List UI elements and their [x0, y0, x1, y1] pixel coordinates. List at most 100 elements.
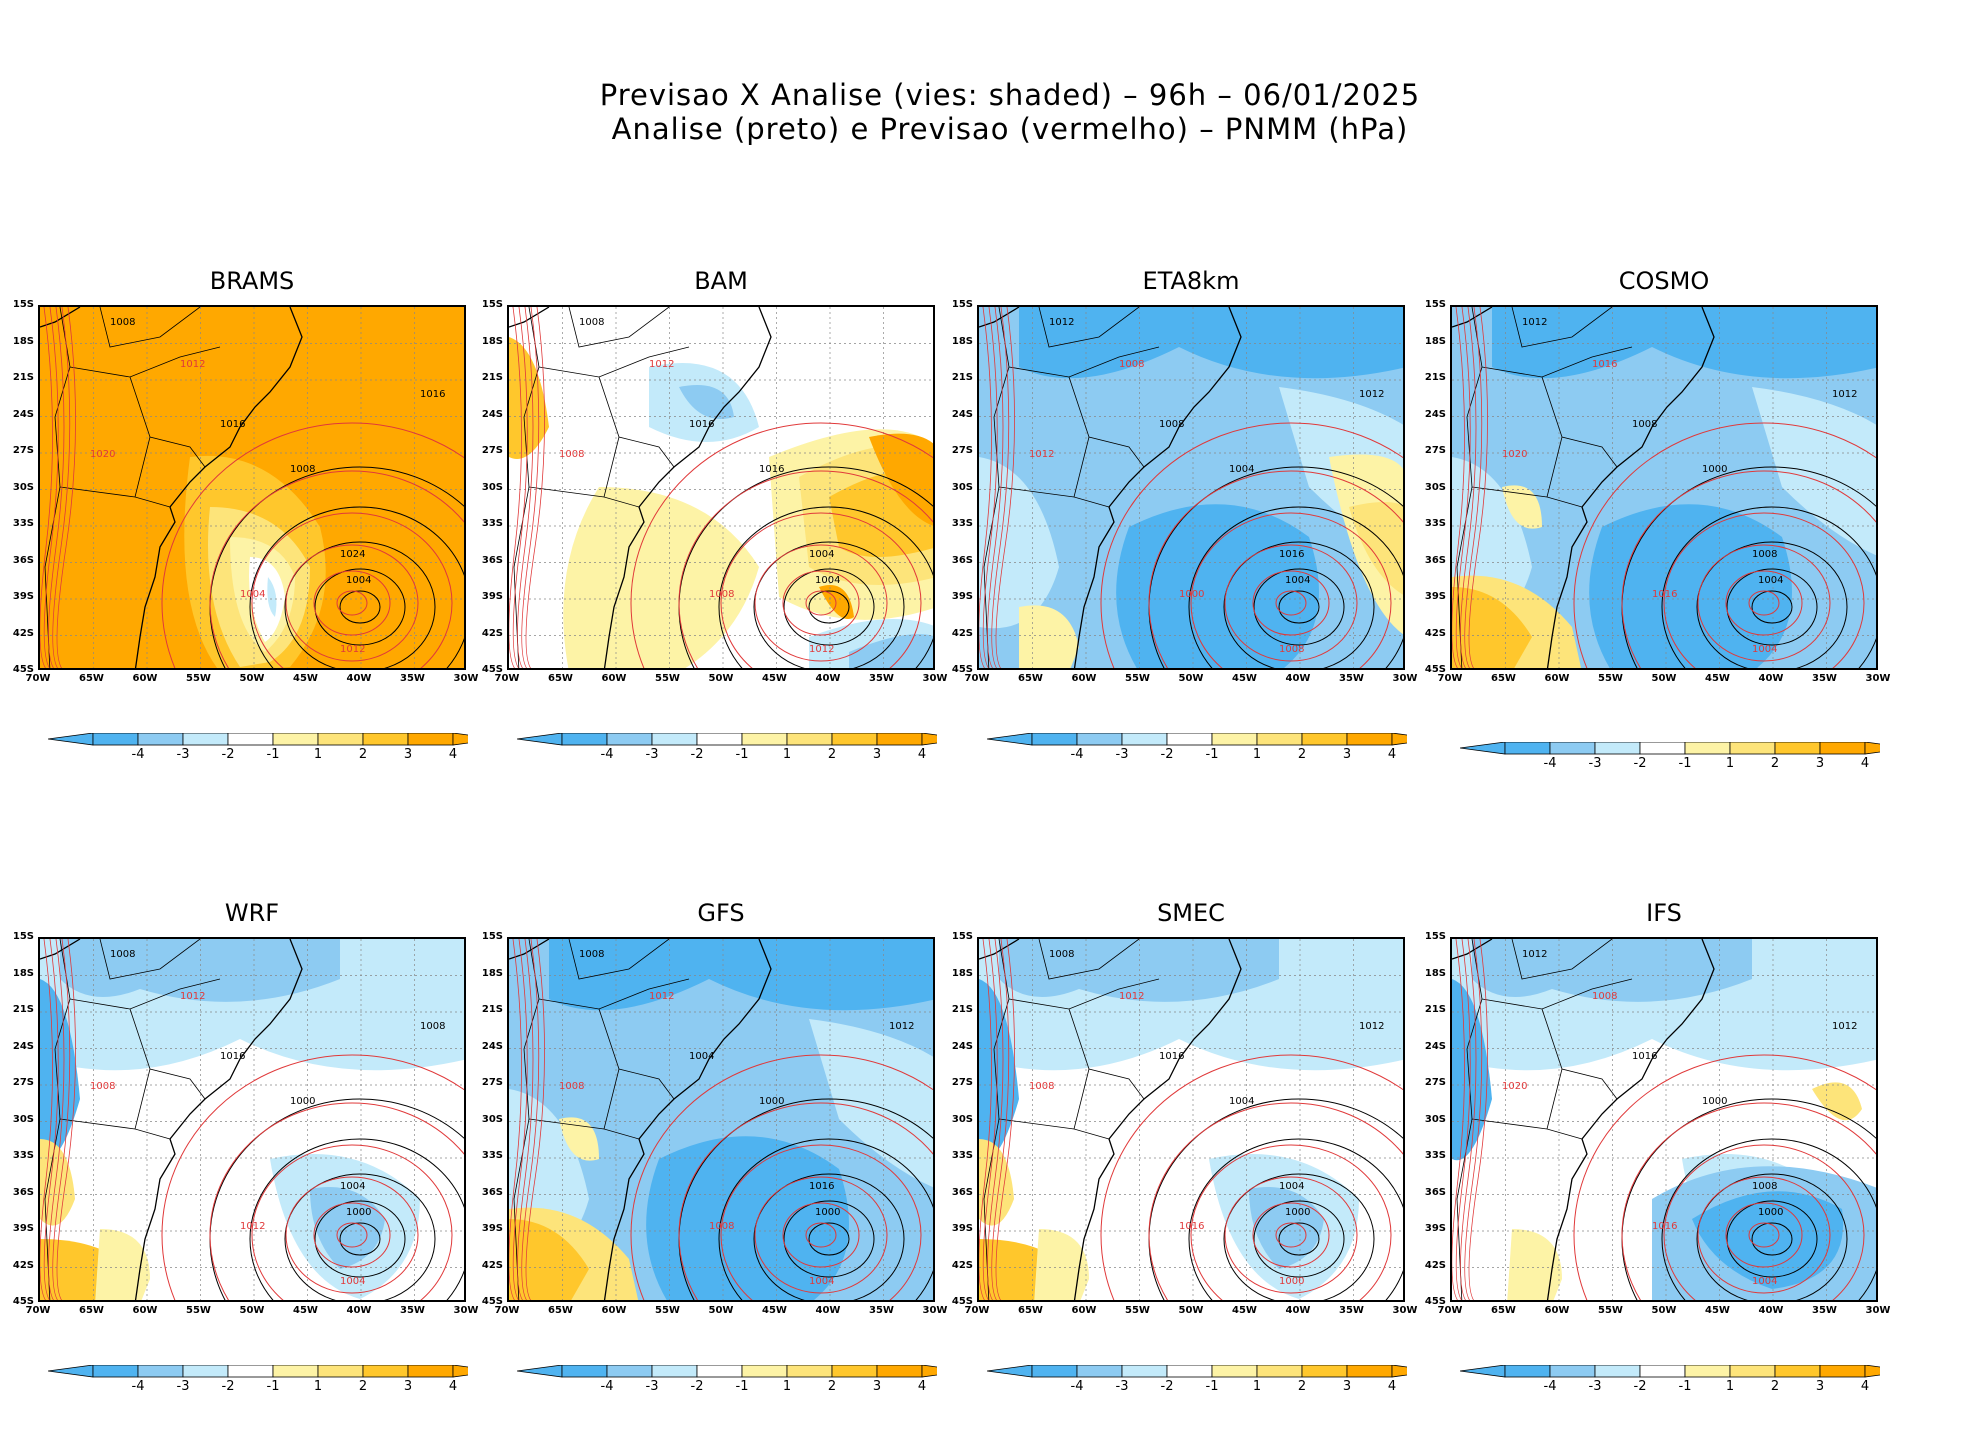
colorbar-arrow-right — [921, 1365, 937, 1378]
longitude-label: 65W — [79, 673, 104, 684]
latitude-label: 42S — [481, 1259, 503, 1271]
latitude-label: 27S — [481, 1077, 503, 1088]
bias-shading — [979, 1139, 1014, 1226]
latitude-label: 18S — [951, 335, 973, 347]
bias-shading — [646, 1136, 849, 1300]
latitude-label: 42S — [12, 1259, 34, 1271]
latitude-label: 45S — [12, 664, 34, 675]
colorbar-label: 4 — [917, 747, 927, 762]
longitude-label: 35W — [869, 1305, 894, 1316]
analysis-isobar — [1223, 1173, 1375, 1300]
analysis-isobar — [284, 1173, 436, 1300]
colorbar-segment — [1211, 1365, 1258, 1378]
isobar-label: 1004 — [809, 549, 834, 560]
longitude-label: 45W — [1232, 1305, 1257, 1316]
low-center-label: 1000 — [1758, 1207, 1783, 1218]
bias-shading — [1502, 485, 1542, 529]
colorbar-label: 1 — [313, 747, 323, 762]
longitude-label: 45W — [293, 1305, 318, 1316]
country-borders — [983, 939, 1160, 1300]
longitude-label: 35W — [400, 673, 425, 684]
analysis-isobar — [1278, 590, 1320, 624]
latitude-label: 24S — [1424, 408, 1446, 420]
longitude-label: 35W — [1812, 1305, 1837, 1316]
forecast-isobar — [630, 1054, 933, 1300]
map-canvas: 1012 1016 1008 1020 1008 1004 1000 1016 1012 1004 — [1452, 307, 1876, 668]
bias-shading — [40, 979, 80, 1161]
latitude-label: 24S — [951, 408, 973, 420]
latitude-label: 18S — [951, 967, 973, 979]
colorbar-label: 1 — [782, 747, 792, 762]
isobar-label: 1008 — [1752, 1181, 1777, 1192]
isobar-label: 1012 — [180, 991, 205, 1002]
longitude-label: 65W — [1018, 673, 1043, 684]
isobar-label: 1008 — [1279, 644, 1304, 655]
isobar-label: 1000 — [1702, 1096, 1727, 1107]
isobar-label: 1012 — [809, 644, 834, 655]
isobar-label: 1016 — [1652, 1221, 1677, 1232]
latitude-label: 33S — [1424, 518, 1446, 529]
forecast-isobar — [782, 570, 860, 636]
isobar-label: 1000 — [290, 1096, 315, 1107]
bias-shading — [869, 433, 933, 526]
longitude-label: 45W — [1232, 673, 1257, 684]
colorbar — [48, 733, 468, 746]
longitude-label: 50W — [708, 673, 734, 684]
latitude-label: 27S — [1424, 1077, 1446, 1088]
longitude-label: 60W — [1071, 1305, 1097, 1316]
colorbar-arrow-right — [1864, 1365, 1880, 1378]
latitude-label: 15S — [12, 299, 34, 310]
bias-shading — [809, 1019, 933, 1188]
forecast-isobar — [56, 307, 76, 668]
latitude-label: 30S — [951, 1113, 973, 1125]
longitude-label: 50W — [1651, 673, 1677, 684]
panel-title: BRAMS — [209, 267, 295, 295]
longitude-label: 70W — [25, 673, 51, 684]
latitude-label: 21S — [951, 1004, 973, 1015]
colorbar-label: 3 — [1815, 1379, 1825, 1394]
colorbar-segment — [1256, 1365, 1303, 1378]
longitude-label: 70W — [964, 673, 990, 684]
colorbar-label: 2 — [1297, 747, 1307, 762]
forecast-isobar — [754, 544, 888, 662]
longitude-label: 45W — [762, 1305, 787, 1316]
latitude-label: 33S — [481, 518, 503, 529]
isobar-label: 1012 — [1049, 317, 1074, 328]
low-center-label: 1000 — [815, 1207, 840, 1218]
latitude-label: 27S — [481, 445, 503, 456]
forecast-isobar — [161, 422, 464, 668]
colorbar-segment — [1819, 1365, 1866, 1378]
colorbar-segment — [786, 733, 833, 746]
panel-title: GFS — [697, 899, 745, 927]
low-center-label: 1004 — [1758, 575, 1783, 586]
analysis-isobar — [1696, 1173, 1848, 1300]
bias-shading — [1019, 605, 1079, 668]
forecast-isobar — [987, 307, 1004, 668]
latitude-label: 18S — [12, 967, 34, 979]
forecast-isobar — [1468, 307, 1488, 668]
latitude-label: 27S — [951, 1077, 973, 1088]
longitude-label: 55W — [186, 673, 211, 684]
colorbar-label: 3 — [1815, 756, 1825, 771]
longitude-label: 50W — [1178, 673, 1204, 684]
longitude-label: 60W — [1544, 1305, 1570, 1316]
colorbar-segment — [317, 1365, 364, 1378]
isobar-label: 1012 — [1119, 991, 1144, 1002]
isobar-label: 1020 — [90, 449, 115, 460]
country-borders — [983, 307, 1160, 668]
forecast-map: 1008 1012 1016 1020 1024 1012 1008 1004 1016 1004 — [38, 305, 466, 670]
colorbar-segment — [1166, 1365, 1213, 1378]
forecast-map: 1012 1008 1016 1020 1008 1004 1000 1016 1012 1000 — [1450, 937, 1878, 1302]
forecast-isobar — [1460, 939, 1477, 1300]
isobar-label: 1004 — [1752, 1276, 1777, 1287]
bias-shading — [679, 385, 734, 419]
latitude-label: 21S — [481, 1004, 503, 1015]
colorbar-segment — [1774, 1365, 1821, 1378]
colorbar-label: 3 — [403, 1379, 413, 1394]
isobar-label: 1008 — [709, 589, 734, 600]
forecast-isobar — [1573, 1054, 1876, 1300]
latitude-label: 39S — [1424, 591, 1446, 602]
latitude-label: 18S — [1424, 967, 1446, 979]
latitude-label: 15S — [951, 931, 973, 942]
latitude-label: 30S — [12, 481, 34, 493]
